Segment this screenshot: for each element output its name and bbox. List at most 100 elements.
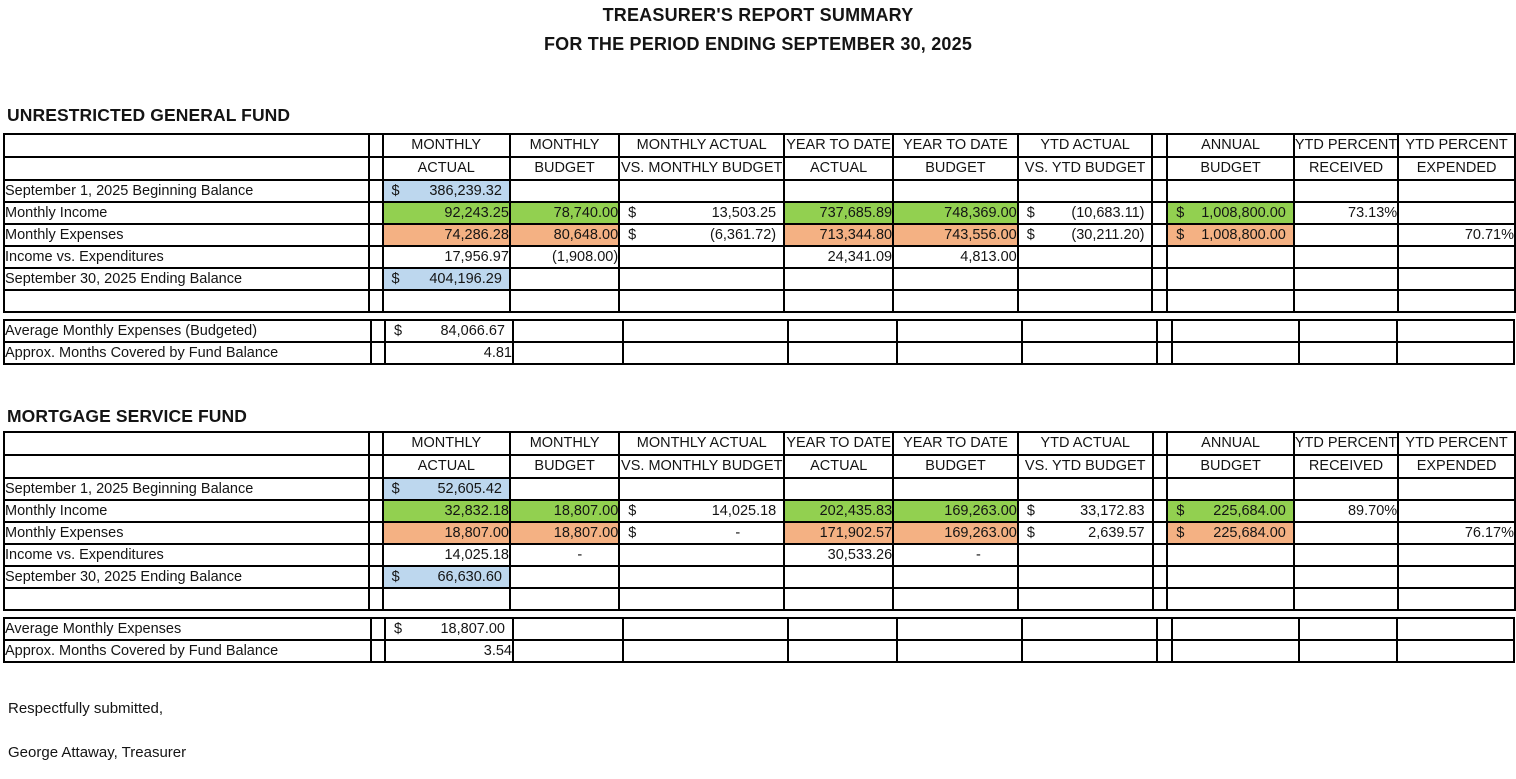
value-cell: [1166, 587, 1295, 611]
row-label-cell: Approx. Months Covered by Fund Balance: [3, 639, 372, 663]
value-cell: 202,435.83: [783, 499, 895, 523]
value-cell: 73.13%: [1292, 201, 1400, 225]
table-row: Approx. Months Covered by Fund Balance 3.…: [3, 639, 1515, 663]
mortgage-service-fund-table: MONTHLY MONTHLY MONTHLY ACTUAL YEAR TO DATE…: [3, 431, 1516, 611]
header-spacer-cell: [3, 431, 370, 456]
row-label-cell: Approx. Months Covered by Fund Balance: [3, 341, 372, 365]
value-cell: 14,025.18: [381, 543, 511, 567]
column-header-cell: ACTUAL: [381, 454, 511, 479]
table-row: Monthly Income 32,832.18 18,807.00 $14,025.…: [3, 499, 1516, 523]
value-cell: $ -: [618, 521, 786, 545]
value-cell: $225,684.00: [1166, 521, 1295, 545]
value-cell: [787, 319, 898, 343]
table-row: [3, 289, 1516, 313]
header-spacer-cell: [3, 156, 370, 181]
row-label-cell: Average Monthly Expenses (Budgeted): [3, 319, 372, 343]
cell-value: 66,630.60: [437, 569, 502, 585]
value-cell: [1292, 289, 1400, 313]
value-cell: [896, 319, 1023, 343]
value-cell: [1292, 223, 1400, 247]
column-header-cell: YTD PERCENT: [1292, 133, 1400, 158]
value-cell: [1016, 179, 1154, 203]
table-row: September 30, 2025 Ending Balance $404,19…: [3, 267, 1516, 291]
row-label-cell: September 30, 2025 Ending Balance: [3, 565, 370, 589]
column-header-cell: MONTHLY: [381, 431, 511, 456]
gap-cell: [1156, 639, 1173, 663]
unrestricted-general-fund-table: MONTHLY MONTHLY MONTHLY ACTUAL YEAR TO DATE…: [3, 133, 1516, 313]
gap-cell: [1151, 431, 1169, 456]
gap-cell: [1151, 201, 1169, 225]
table-row: Monthly Income 92,243.25 78,740.00 $13,503.…: [3, 201, 1516, 225]
dollar-sign: $: [628, 205, 637, 221]
value-cell: 76.17%: [1397, 521, 1516, 545]
value-cell: [381, 289, 511, 313]
header-spacer-cell: [367, 156, 384, 181]
value-cell: [1171, 319, 1300, 343]
cell-value: 404,196.29: [429, 271, 502, 287]
dollar-sign: $: [394, 621, 403, 637]
gap-cell: [1151, 267, 1169, 291]
value-cell: [1396, 341, 1515, 365]
value-cell: 18,807.00: [508, 521, 621, 545]
row-label-cell: Monthly Expenses: [3, 223, 370, 247]
value-cell: [618, 179, 786, 203]
separator-cell: [367, 587, 384, 611]
dollar-sign: $: [628, 227, 637, 243]
value-cell: [1298, 639, 1398, 663]
dollar-sign: $: [394, 323, 403, 339]
column-header-row: ACTUAL BUDGET VS. MONTHLY BUDGET ACTUAL BUDG…: [3, 156, 1516, 181]
value-cell: [622, 639, 789, 663]
value-cell: 92,243.25: [381, 201, 511, 225]
dollar-sign: $: [391, 271, 400, 287]
row-label-cell: Income vs. Expenditures: [3, 543, 370, 567]
value-cell: [1397, 289, 1516, 313]
column-header-cell: BUDGET: [892, 454, 1019, 479]
table-row: September 1, 2025 Beginning Balance $386,…: [3, 179, 1516, 203]
value-cell: [1397, 565, 1516, 589]
value-cell: [892, 587, 1019, 611]
dollar-sign: $: [1176, 525, 1185, 541]
column-header-cell: ACTUAL: [783, 156, 895, 181]
value-cell: 17,956.97: [381, 245, 511, 269]
value-cell: $14,025.18: [618, 499, 786, 523]
value-cell: $225,684.00: [1166, 499, 1295, 523]
separator-cell: [367, 477, 384, 501]
column-header-cell: YTD ACTUAL: [1016, 133, 1154, 158]
value-cell: 171,902.57: [783, 521, 895, 545]
column-header-row: ACTUAL BUDGET VS. MONTHLY BUDGET ACTUAL BUDG…: [3, 454, 1516, 479]
cell-value: 52,605.42: [437, 481, 502, 497]
value-cell: [1397, 499, 1516, 523]
column-header-cell: MONTHLY: [508, 431, 621, 456]
value-cell: 3.54: [384, 639, 514, 663]
cell-value: (10,683.11): [1071, 205, 1145, 221]
gap-cell: [1151, 587, 1169, 611]
column-header-cell: VS. MONTHLY BUDGET: [618, 454, 786, 479]
value-cell: [1292, 565, 1400, 589]
column-header-cell: YEAR TO DATE: [783, 133, 895, 158]
value-cell: [1016, 543, 1154, 567]
cell-value: -: [735, 525, 741, 541]
gap-cell: [1151, 454, 1169, 479]
value-cell: [1397, 201, 1516, 225]
value-cell: [512, 341, 624, 365]
value-cell: $ (30,211.20): [1016, 223, 1154, 247]
gap-cell: [1151, 499, 1169, 523]
table-row: Monthly Expenses 74,286.28 80,648.00 $ (6,36…: [3, 223, 1516, 247]
value-cell: [1166, 179, 1295, 203]
row-label-cell: Monthly Income: [3, 201, 370, 225]
value-cell: [1171, 639, 1300, 663]
value-cell: [618, 587, 786, 611]
value-cell: 74,286.28: [381, 223, 511, 247]
separator-cell: [367, 223, 384, 247]
value-cell: 4.81: [384, 341, 514, 365]
value-cell: [512, 319, 624, 343]
value-cell: [622, 319, 789, 343]
value-cell: 169,263.00: [892, 499, 1019, 523]
value-cell: $1,008,800.00: [1166, 223, 1295, 247]
value-cell: [1292, 179, 1400, 203]
value-cell: (1,908.00): [508, 245, 621, 269]
value-cell: [896, 617, 1023, 641]
cell-value: 225,684.00: [1213, 525, 1286, 541]
value-cell: $2,639.57: [1016, 521, 1154, 545]
